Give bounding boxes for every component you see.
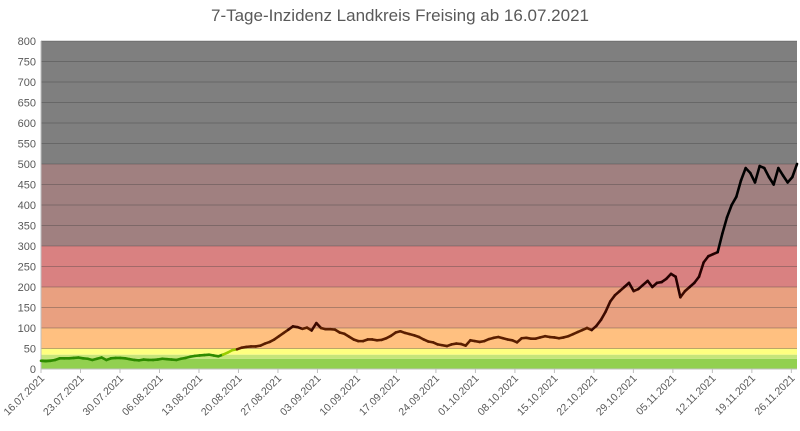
series-line-segment <box>753 164 761 184</box>
y-tick-label: 0 <box>30 364 36 376</box>
band-7 <box>41 41 797 164</box>
y-tick-label: 450 <box>18 180 36 192</box>
chart-title: 7-Tage-Inzidenz Landkreis Freising ab 16… <box>210 6 590 25</box>
y-tick-label: 400 <box>18 200 36 212</box>
y-tick-label: 750 <box>18 57 36 69</box>
series-line-segment <box>627 281 635 293</box>
y-tick-label: 650 <box>18 98 36 110</box>
x-tick-label: 15.10.2021 <box>515 373 561 419</box>
series-line-segment <box>674 275 682 299</box>
y-axis-ticks: 0 50 100 150 200 250 300 350 400 450 500 550 600 650 7… <box>18 36 36 376</box>
x-tick-label: 29.10.2021 <box>594 373 640 419</box>
x-tick-label: 23.07.2021 <box>41 373 87 419</box>
y-tick-label: 500 <box>18 159 36 171</box>
x-tick-label: 01.10.2021 <box>436 373 482 419</box>
y-tick-label: 550 <box>18 139 36 151</box>
band-1 <box>41 354 797 359</box>
series-line-segment <box>781 174 789 184</box>
y-tick-label: 350 <box>18 221 36 233</box>
band-2 <box>41 348 797 355</box>
x-tick-label: 24.09.2021 <box>396 373 442 419</box>
x-tick-label: 20.08.2021 <box>199 373 245 419</box>
x-axis-ticks: 16.07.202123.07.202130.07.202106.08.2021… <box>1 369 798 419</box>
series-line-segment <box>735 179 743 199</box>
series-line-segment <box>777 166 785 177</box>
y-tick-label: 150 <box>18 303 36 315</box>
x-tick-label: 12.11.2021 <box>673 373 718 418</box>
series-line-segment <box>725 203 733 219</box>
x-tick-label: 03.09.2021 <box>278 373 324 419</box>
x-tick-label: 06.08.2021 <box>120 373 166 419</box>
x-tick-label: 10.09.2021 <box>317 373 363 419</box>
y-tick-label: 300 <box>18 241 36 253</box>
y-tick-label: 50 <box>24 344 36 356</box>
series-line-segment <box>716 232 724 254</box>
x-tick-label: 13.08.2021 <box>159 373 205 419</box>
band-0 <box>41 358 797 369</box>
y-tick-label: 100 <box>18 323 36 335</box>
risk-color-bands <box>41 41 797 369</box>
horizontal-gridlines <box>40 40 797 370</box>
x-tick-label: 08.10.2021 <box>475 373 521 419</box>
series-layer <box>39 162 799 363</box>
x-tick-label: 16.07.2021 <box>1 373 47 419</box>
series-line-segment <box>791 162 799 179</box>
band-5 <box>41 246 797 287</box>
series-line-segment <box>697 261 705 279</box>
x-tick-label: 27.08.2021 <box>238 373 284 419</box>
series-line-segment <box>730 195 738 207</box>
series-line-segment <box>739 166 747 182</box>
series-line-segment <box>599 310 607 322</box>
x-tick-label: 19.11.2021 <box>713 373 758 418</box>
y-tick-label: 600 <box>18 118 36 130</box>
y-tick-label: 200 <box>18 282 36 294</box>
band-6 <box>41 164 797 246</box>
series-line-segment <box>604 300 612 313</box>
x-tick-label: 30.07.2021 <box>80 373 126 419</box>
band-4 <box>41 287 797 328</box>
x-tick-label: 26.11.2021 <box>752 373 797 418</box>
x-tick-label: 22.10.2021 <box>554 373 600 419</box>
x-tick-label: 17.09.2021 <box>357 373 403 419</box>
series-line-segment <box>763 166 771 179</box>
series-line-segment <box>721 216 729 235</box>
x-tick-label: 05.11.2021 <box>634 373 679 418</box>
y-tick-label: 700 <box>18 77 36 89</box>
series-line-segment <box>310 321 318 332</box>
series-line-segment <box>772 166 780 186</box>
y-tick-label: 800 <box>18 36 36 48</box>
y-tick-label: 250 <box>18 262 36 274</box>
